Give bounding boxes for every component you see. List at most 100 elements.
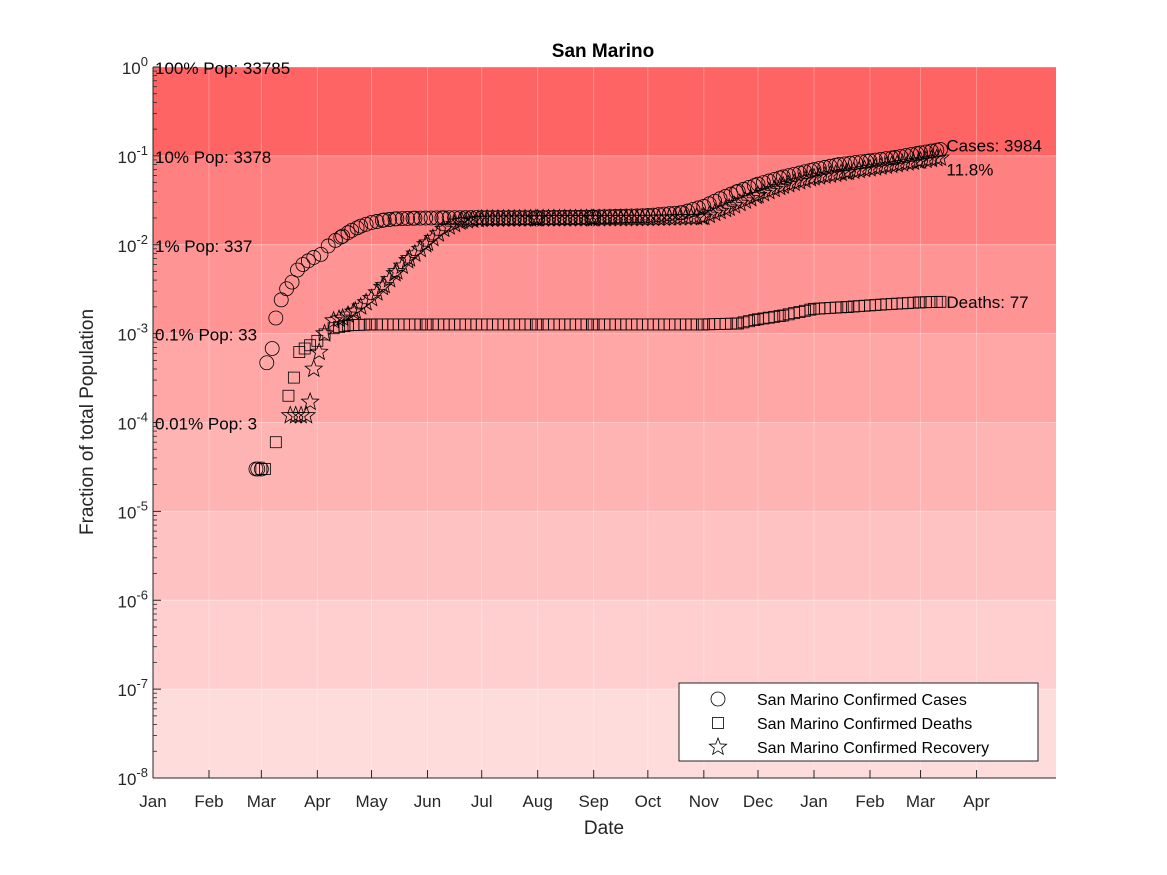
legend-entry-label: San Marino Confirmed Recovery [757, 740, 989, 757]
data-point-star [804, 167, 824, 186]
data-point-star [379, 269, 400, 288]
y-tick-label: 10-2 [118, 232, 148, 256]
data-point-star [809, 166, 830, 185]
x-tick-label: Apr [304, 792, 331, 811]
x-axis-label: Date [584, 818, 624, 839]
data-point-star [719, 197, 739, 217]
data-point-circle [429, 210, 444, 226]
data-point-circle [423, 210, 439, 226]
data-point-star [710, 201, 730, 220]
cases-annotation: Cases: 3984 [946, 136, 1041, 155]
data-point-circle [349, 220, 365, 236]
data-point-circle [400, 211, 416, 226]
data-point-star [374, 275, 394, 294]
data-point-star [854, 159, 875, 178]
data-point-star [724, 195, 745, 214]
data-point-circle [268, 310, 284, 326]
data-point-square [338, 320, 351, 332]
data-point-star [748, 185, 768, 204]
data-point-circle [756, 175, 771, 191]
data-point-circle [376, 212, 392, 228]
gridlines [152, 66, 1056, 779]
legend-marker-circle [710, 691, 726, 707]
y-tick-label: 10-3 [118, 321, 148, 345]
deaths-annotation: Deaths: 77 [946, 293, 1028, 312]
data-point-square [748, 314, 761, 326]
y-tick-label: 10-6 [118, 587, 148, 611]
x-tick-label: Jul [471, 792, 493, 811]
data-point-star [296, 405, 317, 424]
y-tick-label: 10-7 [118, 676, 148, 700]
data-point-circle [884, 150, 900, 166]
population-band-label: 0.01% Pop: 3 [155, 415, 257, 434]
population-band-label: 10% Pop: 3378 [155, 148, 271, 167]
y-axis-ticks: 100 10-1 10-2 10-3 10-4 10-5 10-6 10-7 10-8 [118, 54, 161, 789]
data-point-star [916, 149, 936, 169]
data-point-star [361, 288, 382, 307]
data-point-circle [407, 210, 423, 226]
data-point-star [844, 160, 864, 180]
data-point-star [314, 323, 335, 342]
data-point-star [300, 391, 320, 411]
y-tick-label: 10-8 [118, 765, 148, 789]
data-point-star [735, 190, 756, 210]
data-point-circle [761, 173, 777, 189]
data-point-star [865, 157, 886, 176]
legend-entry-label: San Marino Confirmed Deaths [757, 716, 972, 733]
data-point-circle [264, 341, 280, 356]
data-point-circle [284, 274, 300, 290]
data-point-star [398, 250, 418, 269]
data-point-circle [837, 156, 853, 172]
y-tick-label: 100 [122, 54, 148, 78]
data-point-circle [253, 461, 269, 477]
data-point-star [372, 276, 392, 296]
x-tick-label: Mar [906, 792, 936, 811]
data-point-circle [893, 149, 909, 164]
chart-title: San Marino [552, 41, 654, 62]
population-band [153, 422, 1056, 512]
data-point-circle [340, 225, 356, 241]
data-point-circle [335, 228, 351, 244]
x-tick-label: Oct [635, 792, 662, 811]
population-band-label: 100% Pop: 33785 [155, 59, 290, 78]
cases-percent-annotation: 11.8% [946, 160, 993, 179]
data-point-circle [436, 210, 452, 226]
x-tick-label: Dec [743, 792, 774, 811]
data-point-square [804, 303, 817, 316]
legend: San Marino Confirmed Cases San Marino Con… [678, 682, 1039, 762]
x-tick-label: Apr [963, 792, 990, 811]
data-point-star [795, 169, 815, 189]
data-point-star [860, 158, 880, 177]
y-tick-label: 10-5 [118, 498, 148, 522]
population-band [153, 600, 1056, 690]
x-tick-label: Nov [689, 792, 720, 811]
population-band [153, 333, 1056, 423]
data-point-square [282, 389, 295, 402]
data-point-circle [300, 253, 316, 269]
data-point-star [291, 405, 311, 424]
data-point-square [287, 371, 300, 384]
data-point-star [910, 150, 931, 170]
legend-marker-star [708, 736, 728, 756]
data-point-circle [259, 355, 275, 371]
x-tick-label: Aug [523, 792, 553, 811]
data-point-circle [868, 152, 883, 168]
data-point-star [930, 147, 951, 167]
data-point-star [753, 183, 774, 202]
data-point-square [259, 463, 271, 475]
data-point-star [387, 261, 407, 280]
data-point-star [927, 148, 947, 167]
data-point-circle [412, 210, 428, 226]
data-point-star [452, 210, 472, 230]
x-tick-label: Jun [414, 792, 441, 811]
data-point-star [921, 149, 942, 168]
data-point-circle [904, 147, 919, 162]
data-point-circle [382, 212, 397, 227]
legend-marker-square [712, 717, 724, 729]
y-tick-label: 10-4 [118, 410, 148, 434]
data-point-circle [394, 211, 410, 226]
x-tick-label: May [355, 792, 388, 811]
data-point-star [345, 300, 365, 320]
population-band-label: 1% Pop: 337 [155, 237, 252, 256]
data-point-circle [418, 210, 434, 226]
